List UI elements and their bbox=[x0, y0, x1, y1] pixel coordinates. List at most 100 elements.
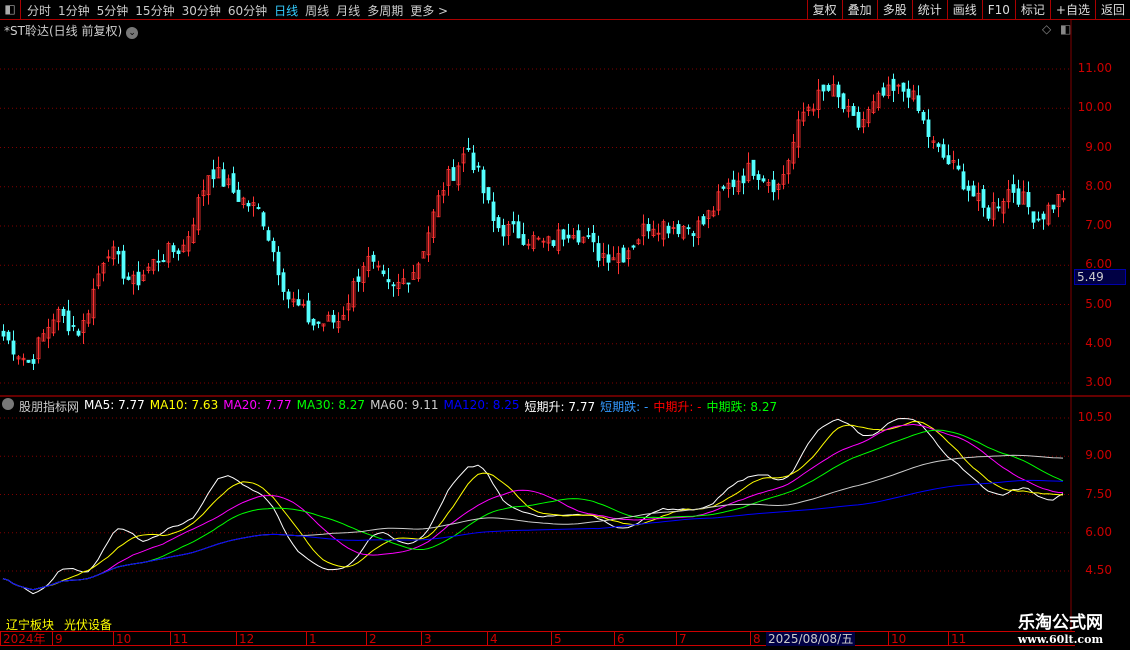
indicator-name[interactable]: 股朋指标网 bbox=[19, 400, 80, 414]
period-tab[interactable]: 分时 bbox=[27, 4, 52, 18]
candle-body bbox=[426, 232, 431, 256]
chevron-down-icon[interactable]: ⌄ bbox=[126, 27, 139, 39]
toolbar-button[interactable]: 叠加 bbox=[841, 0, 877, 20]
candle-body bbox=[6, 331, 11, 341]
candle-body bbox=[421, 251, 426, 259]
candle-body bbox=[441, 190, 446, 196]
toolbar-button[interactable]: 多股 bbox=[876, 0, 912, 20]
sector-tag[interactable]: 光伏设备 bbox=[64, 618, 113, 632]
time-label: 11 bbox=[948, 632, 966, 646]
candle-body bbox=[1041, 213, 1046, 220]
toolbar-button[interactable]: 复权 bbox=[806, 0, 842, 20]
candle-body bbox=[981, 189, 986, 208]
candle-body bbox=[926, 119, 931, 137]
candle-body bbox=[251, 202, 256, 206]
current-price-tag: 5.49 bbox=[1074, 269, 1126, 285]
candle-body bbox=[221, 169, 226, 187]
candle-body bbox=[1031, 211, 1036, 223]
candle-body bbox=[396, 281, 401, 289]
toolbar-button[interactable]: 返回 bbox=[1094, 0, 1130, 20]
candle-body bbox=[261, 212, 266, 227]
period-tab[interactable]: 5分钟 bbox=[96, 4, 129, 18]
candle-body bbox=[801, 111, 806, 122]
candle-body bbox=[586, 235, 591, 238]
candle-body bbox=[681, 226, 686, 239]
time-label: 1 bbox=[306, 632, 317, 646]
candle-body bbox=[346, 303, 351, 311]
candle-body bbox=[526, 243, 531, 246]
candle-body bbox=[161, 260, 166, 263]
candle-body bbox=[856, 111, 861, 128]
toolbar-button[interactable]: 标记 bbox=[1014, 0, 1050, 20]
period-tab[interactable]: 15分钟 bbox=[135, 4, 175, 18]
candle-body bbox=[741, 175, 746, 184]
period-tab[interactable]: 日线 bbox=[274, 4, 299, 18]
period-tab[interactable]: 30分钟 bbox=[181, 4, 221, 18]
candle-body bbox=[1011, 184, 1016, 193]
candle-body bbox=[721, 186, 726, 189]
candle-body bbox=[716, 191, 721, 211]
candle-body bbox=[171, 245, 176, 253]
candle-body bbox=[256, 207, 261, 209]
ma10-line bbox=[2, 420, 1064, 591]
price-label: 7.00 bbox=[1085, 218, 1112, 232]
candle-body bbox=[331, 314, 336, 323]
candle-body bbox=[766, 182, 771, 186]
candle-body bbox=[436, 195, 441, 218]
ma60-line bbox=[2, 454, 1064, 591]
candle-body bbox=[166, 242, 171, 263]
candle-body bbox=[401, 278, 406, 284]
time-label: 4 bbox=[487, 632, 498, 646]
candle-body bbox=[906, 88, 911, 98]
period-tab[interactable]: 60分钟 bbox=[227, 4, 268, 18]
period-tab[interactable]: 多周期 bbox=[367, 4, 404, 18]
toolbar-button[interactable]: +自选 bbox=[1049, 0, 1095, 20]
candle-body bbox=[491, 201, 496, 221]
right-buttons: 复权 叠加 多股 统计 画线 F10 标记 +自选 返回 bbox=[806, 0, 1130, 20]
candle-body bbox=[911, 90, 916, 100]
candle-body bbox=[226, 178, 231, 186]
indicator-axis-label: 7.50 bbox=[1085, 486, 1112, 501]
toolbar-button[interactable]: 统计 bbox=[911, 0, 947, 20]
candle-body bbox=[1016, 188, 1021, 205]
candle-body bbox=[626, 250, 631, 260]
period-tab[interactable]: 1分钟 bbox=[58, 4, 90, 18]
candle-body bbox=[481, 169, 486, 194]
candle-body bbox=[186, 236, 191, 252]
candle-body bbox=[711, 210, 716, 217]
indicator-value: MA60: 9.11 bbox=[370, 398, 439, 412]
candle-body bbox=[81, 320, 86, 333]
candle-body bbox=[956, 165, 961, 170]
candle-body bbox=[846, 105, 851, 112]
period-tab[interactable]: 更多 > bbox=[410, 4, 449, 18]
toolbar-button[interactable]: 画线 bbox=[946, 0, 982, 20]
diamond-icon[interactable]: ◇ bbox=[1042, 22, 1052, 36]
candle-body bbox=[16, 356, 21, 360]
candle-body bbox=[386, 279, 391, 283]
candle-body bbox=[796, 119, 801, 148]
chevron-down-icon[interactable] bbox=[2, 398, 14, 410]
candle-body bbox=[126, 276, 131, 280]
candle-body bbox=[26, 359, 31, 363]
candle-body bbox=[1036, 218, 1041, 221]
panel-toggle-icon[interactable]: ◧ bbox=[1060, 22, 1072, 36]
period-tab[interactable]: 周线 bbox=[305, 4, 330, 18]
candle-body bbox=[1061, 198, 1066, 201]
candle-body bbox=[921, 111, 926, 121]
candle-body bbox=[116, 251, 121, 255]
candle-body bbox=[91, 288, 96, 319]
candle-body bbox=[326, 314, 331, 322]
candle-body bbox=[306, 300, 311, 323]
candle-body bbox=[666, 225, 671, 234]
sector-tag[interactable]: 辽宁板块 bbox=[6, 618, 55, 632]
candle-body bbox=[1, 330, 6, 337]
price-label: 10.00 bbox=[1077, 100, 1112, 115]
candle-body bbox=[531, 235, 536, 249]
period-tab[interactable]: 月线 bbox=[336, 4, 361, 18]
sidebar-toggle-icon[interactable]: ◧ bbox=[0, 0, 21, 20]
candle-body bbox=[736, 180, 741, 192]
candle-body bbox=[1001, 201, 1006, 214]
toolbar-button[interactable]: F10 bbox=[981, 0, 1015, 20]
time-label: 6 bbox=[614, 632, 625, 646]
